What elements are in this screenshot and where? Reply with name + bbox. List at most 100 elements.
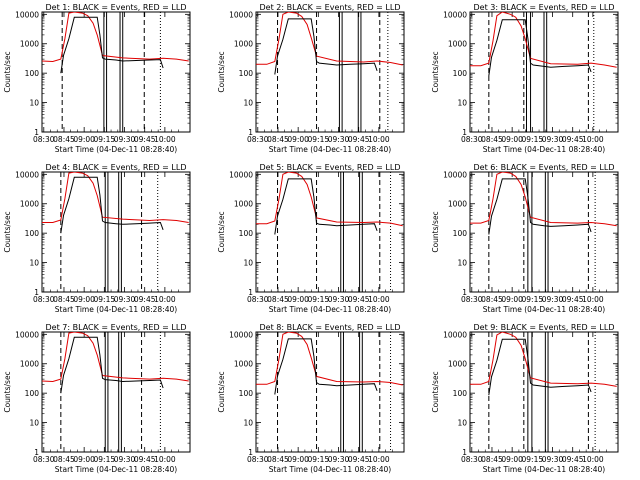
x-tick-label: 08:45 (481, 455, 503, 464)
y-axis-label: Counts/sec (431, 371, 440, 412)
x-tick-label: 10:00 (368, 135, 390, 144)
x-tick-label: 09:30 (328, 455, 350, 464)
plot-area (470, 332, 617, 452)
detector-panel-2: Det 2: BLACK = Events, RED = LLD 1 10 100 10… (217, 3, 405, 154)
x-tick-label: 09:30 (114, 455, 136, 464)
y-tick-label: 100 (239, 229, 254, 238)
x-tick-label: 08:30 (33, 135, 55, 144)
x-axis-label: Start Time (04-Dec-11 08:28:40) (269, 465, 391, 474)
y-axis-label: Counts/sec (3, 211, 12, 252)
detector-panel-1: Det 1: BLACK = Events, RED = LLD 1 10 100 10… (3, 3, 191, 154)
x-tick-label: 08:30 (247, 295, 269, 304)
y-tick-label: 100 (25, 229, 40, 238)
y-tick-label: 1 (248, 128, 253, 137)
x-tick-label: 09:45 (134, 135, 156, 144)
x-tick-label: 10:00 (368, 455, 390, 464)
x-tick-label: 09:30 (328, 295, 350, 304)
y-tick-label: 1000 (234, 200, 253, 209)
y-tick-label: 1000 (20, 360, 39, 369)
x-tick-label: 09:30 (542, 455, 564, 464)
x-tick-label: 08:45 (267, 295, 289, 304)
plot-frame (255, 331, 405, 453)
y-tick-label: 1 (248, 448, 253, 457)
series-line-events (274, 18, 378, 75)
plot-area (42, 332, 189, 452)
y-axis-label: Counts/sec (431, 211, 440, 252)
x-tick-label: 08:45 (53, 295, 75, 304)
x-tick-label: 09:15 (308, 135, 330, 144)
x-tick-label: 08:30 (33, 455, 55, 464)
y-tick-label: 10 (243, 419, 253, 428)
x-tick-label: 09:15 (94, 135, 116, 144)
series-line-events (274, 338, 378, 395)
detector-panel-6: Det 6: BLACK = Events, RED = LLD 1 10 100 10… (431, 163, 619, 314)
x-tick-label: 09:00 (73, 455, 95, 464)
x-tick-label: 09:15 (522, 295, 544, 304)
y-tick-label: 10000 (229, 10, 253, 19)
y-tick-label: 10000 (229, 170, 253, 179)
x-tick-label: 09:45 (348, 135, 370, 144)
series-line-lld (470, 12, 617, 68)
y-tick-label: 1000 (448, 40, 467, 49)
detector-panel-4: Det 4: BLACK = Events, RED = LLD 1 10 100 10… (3, 163, 191, 314)
series-line-events (60, 176, 164, 234)
series-line-lld (256, 12, 403, 66)
series-line-events (60, 336, 164, 394)
series-line-lld (42, 332, 189, 383)
plot-area (42, 172, 189, 292)
x-tick-label: 08:30 (247, 135, 269, 144)
x-axis-label: Start Time (04-Dec-11 08:28:40) (269, 305, 391, 314)
plot-frame (469, 331, 619, 453)
x-tick-label: 09:00 (287, 455, 309, 464)
x-tick-label: 10:00 (368, 295, 390, 304)
x-tick-label: 10:00 (154, 455, 176, 464)
x-tick-label: 09:45 (134, 295, 156, 304)
y-tick-label: 1 (462, 288, 467, 297)
x-tick-label: 08:30 (461, 135, 483, 144)
series-line-events (488, 19, 592, 77)
x-axis-label: Start Time (04-Dec-11 08:28:40) (55, 465, 177, 474)
y-tick-label: 1000 (234, 40, 253, 49)
panel-title: Det 2: BLACK = Events, RED = LLD (260, 3, 401, 12)
detector-panel-5: Det 5: BLACK = Events, RED = LLD 1 10 100 10… (217, 163, 405, 314)
x-tick-label: 09:15 (94, 455, 116, 464)
y-tick-label: 1 (34, 288, 39, 297)
x-tick-label: 08:45 (481, 295, 503, 304)
y-tick-label: 100 (453, 229, 468, 238)
y-tick-label: 10 (29, 419, 39, 428)
x-tick-label: 10:00 (582, 455, 604, 464)
y-tick-label: 10000 (229, 330, 253, 339)
x-tick-label: 10:00 (154, 295, 176, 304)
y-tick-label: 1 (34, 448, 39, 457)
plot-frame (255, 11, 405, 133)
x-tick-label: 09:15 (308, 455, 330, 464)
panel-title: Det 1: BLACK = Events, RED = LLD (46, 3, 187, 12)
x-tick-label: 09:45 (562, 455, 584, 464)
y-tick-label: 10 (29, 99, 39, 108)
y-tick-label: 10000 (15, 330, 39, 339)
y-tick-label: 1 (462, 448, 467, 457)
y-tick-label: 10 (457, 99, 467, 108)
plot-area (256, 12, 403, 132)
series-line-events (60, 16, 164, 74)
x-tick-label: 10:00 (582, 135, 604, 144)
y-tick-label: 10 (243, 259, 253, 268)
y-tick-label: 100 (25, 389, 40, 398)
x-tick-label: 09:30 (114, 295, 136, 304)
series-line-lld (470, 172, 617, 227)
x-tick-label: 09:00 (73, 295, 95, 304)
x-tick-label: 09:00 (73, 135, 95, 144)
x-tick-label: 08:45 (481, 135, 503, 144)
x-tick-label: 10:00 (154, 135, 176, 144)
series-line-lld (42, 172, 189, 223)
y-tick-label: 10000 (443, 170, 467, 179)
y-tick-label: 10000 (15, 170, 39, 179)
y-tick-label: 1000 (448, 360, 467, 369)
panel-title: Det 3: BLACK = Events, RED = LLD (474, 3, 615, 12)
x-tick-label: 09:00 (501, 295, 523, 304)
panel-title: Det 8: BLACK = Events, RED = LLD (260, 323, 401, 332)
x-axis-label: Start Time (04-Dec-11 08:28:40) (55, 305, 177, 314)
x-tick-label: 09:15 (522, 135, 544, 144)
y-tick-label: 1000 (234, 360, 253, 369)
